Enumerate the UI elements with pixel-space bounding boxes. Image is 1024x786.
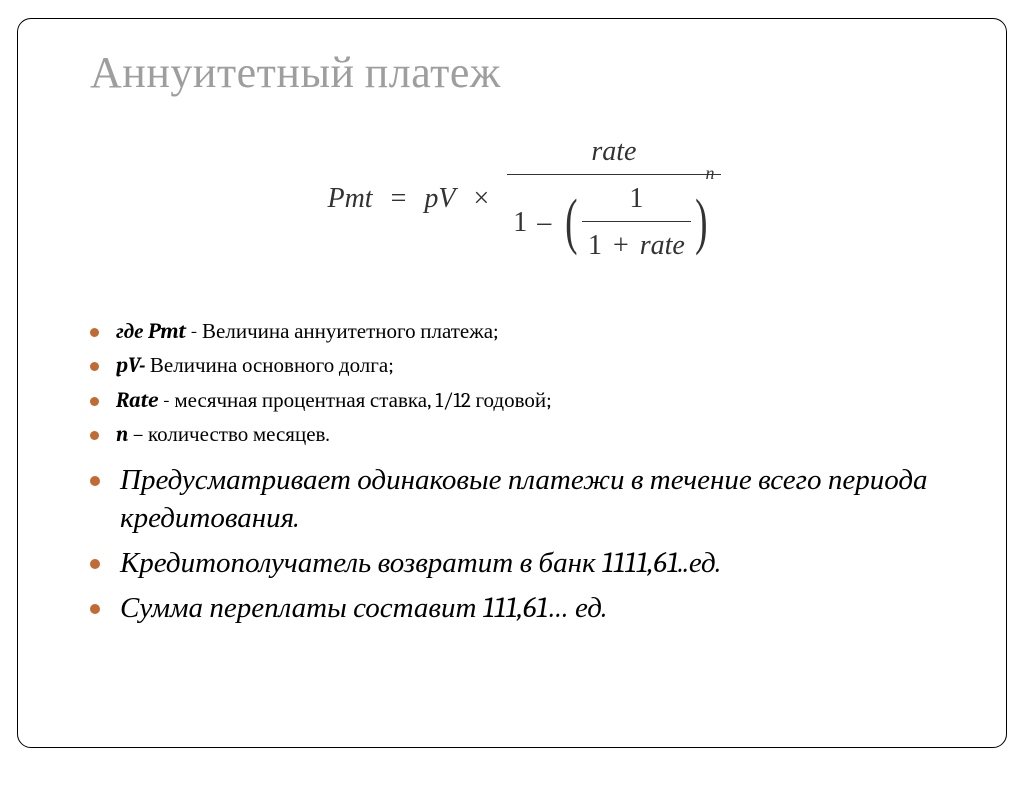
def-text: – количество месяцев. (128, 423, 330, 447)
formula-lhs: Pmt (327, 183, 372, 215)
note-item: Сумма переплаты составит 111,61… ед. (90, 590, 958, 628)
left-paren: ( (565, 201, 577, 244)
def-term: где Pmt (116, 320, 186, 344)
slide-frame: Аннуитетный платеж Pmt = pV × rate 1 – (… (17, 18, 1007, 748)
one-a: 1 (513, 207, 527, 239)
def-text: Величина основного долга; (145, 354, 393, 378)
def-item: pV- Величина основного долга; (90, 351, 958, 383)
inner-denominator: 1 + rate (582, 221, 691, 262)
minus-sign: – (537, 207, 551, 239)
def-item: Rate - месячная процентная ставка, 1/12 … (90, 386, 958, 418)
def-item: где Pmt - Величина аннуитетного платежа; (90, 317, 958, 349)
def-term: n (116, 423, 128, 447)
def-term: pV- (116, 354, 145, 378)
times-sign: × (474, 183, 490, 215)
outer-numerator: rate (585, 136, 642, 174)
outer-fraction: rate 1 – ( 1 1 + rate (507, 136, 720, 263)
inner-fraction: 1 1 + rate (582, 183, 691, 262)
note-item: Предусматривает одинаковые платежи в теч… (90, 462, 958, 539)
note-item: Кредитополучатель возвратит в банк 1111,… (90, 545, 958, 583)
inner-numerator: 1 (623, 183, 649, 221)
equals-sign: = (391, 183, 407, 215)
exponent: n (706, 163, 715, 184)
def-text: - месячная процентная ставка, 1/12 годов… (158, 389, 551, 413)
annuity-formula: Pmt = pV × rate 1 – ( 1 1 (90, 136, 958, 263)
right-paren: ) (695, 201, 707, 244)
def-text: - Величина аннуитетного платежа; (186, 320, 499, 344)
definitions-list: где Pmt - Величина аннуитетного платежа;… (90, 317, 958, 452)
notes-list: Предусматривает одинаковые платежи в теч… (90, 462, 958, 629)
paren-group: ( 1 1 + rate ) n (561, 183, 714, 262)
def-item: n – количество месяцев. (90, 420, 958, 452)
outer-denominator: 1 – ( 1 1 + rate (513, 183, 714, 262)
formula-pv: pV (424, 183, 455, 215)
def-term: Rate (116, 389, 158, 413)
slide-title: Аннуитетный платеж (90, 47, 958, 98)
